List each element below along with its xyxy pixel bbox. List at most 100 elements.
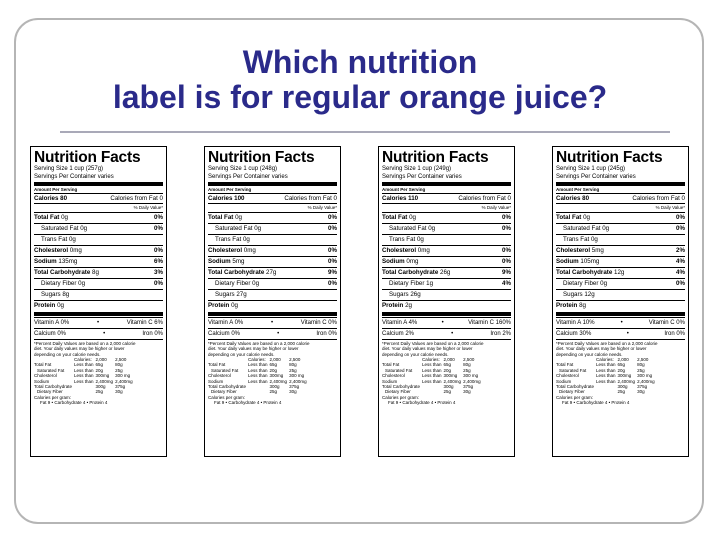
sodium-amount: 105mg <box>580 257 600 265</box>
label-heading: Nutrition Facts <box>556 149 663 166</box>
saturated-fat-row: Saturated Fat 0g 0% <box>34 222 163 234</box>
vitamin-a: Vitamin A 0% <box>208 319 244 326</box>
daily-value-header: % Daily Value* <box>556 202 685 212</box>
daily-value-header: % Daily Value* <box>382 202 511 212</box>
carbohydrate-amount: 12g <box>614 268 625 276</box>
calories-value: Calories 100 <box>208 194 245 202</box>
sugars-row: Sugars 26g <box>382 288 511 300</box>
table-row: Sodium Less than 2,400mg 2,400mg <box>208 378 307 384</box>
calories-per-gram: Calories per gram: <box>556 394 594 400</box>
trans-fat-label: Trans Fat <box>389 235 416 243</box>
sugars-amount: 12g <box>584 290 595 298</box>
trans-fat-label: Trans Fat <box>215 235 242 243</box>
cholesterol-row: Cholesterol 0mg 0% <box>208 244 337 256</box>
divider-thick <box>34 182 163 186</box>
sugars-label: Sugars <box>389 290 409 298</box>
carbohydrate-amount: 8g <box>92 268 99 276</box>
sodium-amount: 5mg <box>232 257 245 265</box>
calories-2500: 2,500 <box>463 357 475 362</box>
trans-fat-amount: 0g <box>68 235 76 243</box>
protein-amount: 0g <box>57 301 64 309</box>
label-heading: Nutrition Facts <box>382 149 489 166</box>
fiber-row: Dietary Fiber 1g 4% <box>382 277 511 289</box>
cholesterol-row: Cholesterol 0mg 0% <box>382 244 511 256</box>
sodium-row: Sodium 0mg 0% <box>382 255 511 267</box>
mineral-row: Calcium 2% • Iron 2% <box>382 327 511 339</box>
table-row: Saturated Fat Less than 20g 25g <box>37 367 123 373</box>
footnote-line-1: *Percent Daily Values are based on a 2,0… <box>34 340 136 346</box>
footnote-line-2: diet. Your daily values may be higher or… <box>208 346 299 351</box>
saturated-fat-dv: 0% <box>328 224 337 232</box>
divider-thick <box>382 311 511 316</box>
carbohydrate-amount: 26g <box>440 268 451 276</box>
iron: Iron 0% <box>664 330 685 337</box>
table-row: Total Fat Less than 65g 80g <box>208 362 297 368</box>
carbohydrate-dv: 9% <box>328 268 337 276</box>
protein-label: Protein <box>556 301 578 309</box>
daily-value-table: Calories: 2,000 2,500 Total Fat Less than… <box>556 357 657 395</box>
calories-2000: 2,000 <box>617 357 629 362</box>
nutrition-label-2: Nutrition Facts Serving Size 1 cup (248g… <box>204 146 341 457</box>
amount-per-serving: Amount Per Serving <box>382 187 426 192</box>
daily-value-table-header: Calories: 2,000 2,500 <box>34 357 135 362</box>
footnote-line-1: *Percent Daily Values are based on a 2,0… <box>382 340 484 346</box>
sugars-row: Sugars 12g <box>556 288 685 300</box>
calories-header: Calories: <box>248 357 266 362</box>
total-fat-row: Total Fat 0g 0% <box>34 211 163 223</box>
vitamin-c: Vitamin C 0% <box>648 319 685 326</box>
fiber-label: Dietary Fiber <box>215 279 251 287</box>
protein-row: Protein 2g <box>382 299 511 311</box>
carbohydrate-amount: 27g <box>266 268 277 276</box>
sugars-row: Sugars 8g <box>34 288 163 300</box>
cholesterol-amount: 5mg <box>591 246 604 254</box>
sugars-row: Sugars 27g <box>208 288 337 300</box>
calcium: Calcium 0% <box>34 330 67 337</box>
table-row: Cholesterol Less than 300mg 300 mg <box>382 373 479 379</box>
sodium-row: Sodium 5mg 0% <box>208 255 337 267</box>
calcium: Calcium 30% <box>556 330 592 337</box>
trans-fat-amount: 0g <box>242 235 250 243</box>
carbohydrate-row: Total Carbohydrate 27g 9% <box>208 266 337 278</box>
daily-value-header: % Daily Value* <box>34 202 163 212</box>
protein-amount: 8g <box>579 301 586 309</box>
servings-per-container: Servings Per Container varies <box>208 173 288 180</box>
total-fat-amount: 0g <box>235 213 242 221</box>
calories-2000: 2,000 <box>269 357 281 362</box>
calories-row: Calories 110 Calories from Fat 0 <box>382 192 511 203</box>
vitamin-a: Vitamin A 0% <box>34 319 70 326</box>
table-row: Dietary Fiber 25g 30g <box>211 389 297 395</box>
amount-per-serving: Amount Per Serving <box>208 187 252 192</box>
table-row: Sodium Less than 2,400mg 2,400mg <box>556 378 655 384</box>
sodium-row: Sodium 105mg 4% <box>556 255 685 267</box>
carbohydrate-label: Total Carbohydrate <box>34 268 91 276</box>
footnote-line-2: diet. Your daily values may be higher or… <box>382 346 473 351</box>
vitamin-row: Vitamin A 4% • Vitamin C 160% <box>382 316 511 328</box>
saturated-fat-label: Saturated Fat <box>389 224 427 232</box>
saturated-fat-label: Saturated Fat <box>41 224 79 232</box>
trans-fat-row: Trans Fat 0g <box>34 233 163 245</box>
footnote-line-3: depending on your calorie needs. <box>34 351 101 357</box>
cholesterol-dv: 0% <box>154 246 163 254</box>
sugars-label: Sugars <box>563 290 583 298</box>
cholesterol-label: Cholesterol <box>208 246 243 254</box>
calories-2000: 2,000 <box>443 357 455 362</box>
saturated-fat-amount: 0g <box>80 224 88 232</box>
fiber-label: Dietary Fiber <box>389 279 425 287</box>
total-fat-amount: 0g <box>583 213 590 221</box>
serving-size: Serving Size 1 cup (257g) <box>34 166 104 172</box>
divider-thick <box>556 182 685 186</box>
calories-per-gram: Calories per gram: <box>382 394 420 400</box>
protein-row: Protein 0g <box>208 299 337 311</box>
calories-header: Calories: <box>596 357 614 362</box>
saturated-fat-label: Saturated Fat <box>563 224 601 232</box>
footnote-line-3: depending on your calorie needs. <box>382 351 449 357</box>
saturated-fat-amount: 0g <box>254 224 262 232</box>
serving-size: Serving Size 1 cup (245g) <box>556 166 626 172</box>
cholesterol-row: Cholesterol 5mg 2% <box>556 244 685 256</box>
table-row: Total Carbohydrate 300g 375g <box>382 384 474 390</box>
saturated-fat-amount: 0g <box>602 224 610 232</box>
saturated-fat-dv: 0% <box>676 224 685 232</box>
footnote-line-2: diet. Your daily values may be higher or… <box>34 346 125 351</box>
saturated-fat-label: Saturated Fat <box>215 224 253 232</box>
calories-per-gram-values: Fat 9 • Carbohydrate 4 • Protein 4 <box>388 400 456 406</box>
